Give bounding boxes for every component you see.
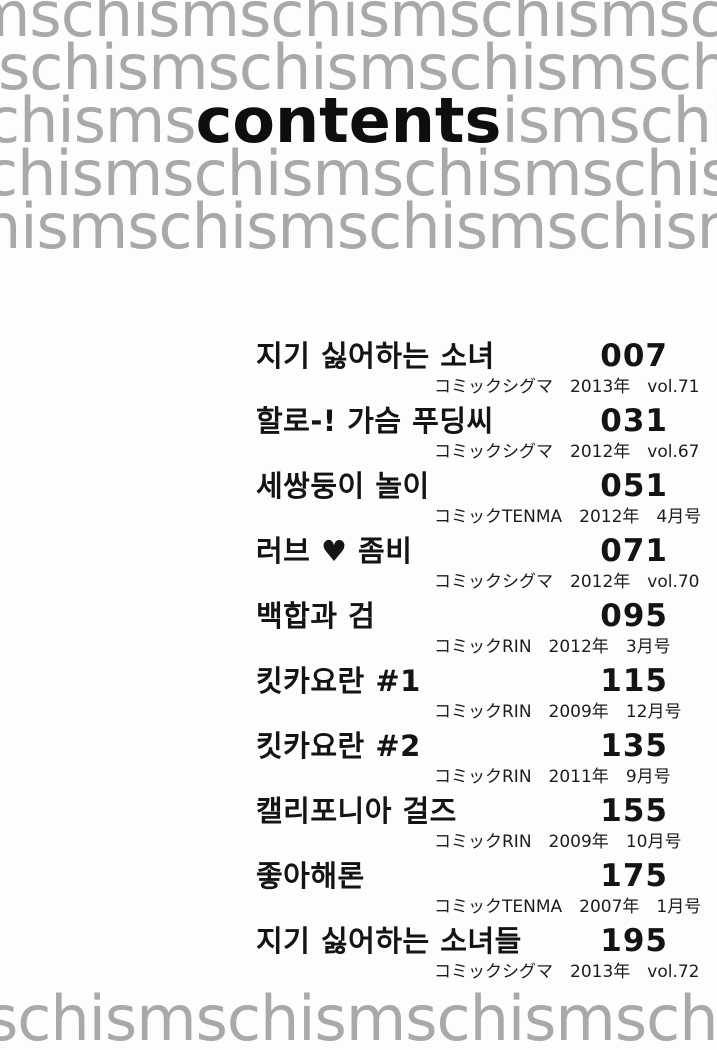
entry-page-number: 195: [600, 923, 668, 959]
entry-page-number: 135: [600, 728, 668, 764]
entry-source-issue: vol.72: [647, 962, 700, 982]
entry-source-issue: vol.70: [647, 572, 700, 592]
entry-source-issue: vol.67: [647, 442, 700, 462]
background-word-row: chismschismschismschismschism: [0, 137, 717, 210]
toc-entry: 좋아해론 175 コミックTENMA 2007年 1月号: [256, 856, 701, 921]
entry-title: 킷카요란 #2: [256, 729, 421, 763]
toc-entry: 세쌍둥이 놀이 051 コミックTENMA 2012年 4月号: [256, 466, 701, 531]
entry-title: 할로-! 가슴 푸딩씨: [256, 404, 494, 438]
toc-entry: 캘리포니아 걸즈 155 コミックRIN 2009年 10月号: [256, 791, 681, 856]
entry-source-issue: 12月号: [625, 702, 682, 722]
toc-entry: 킷카요란 #2 135 コミックRIN 2011年 9月号: [256, 726, 671, 791]
entry-source-year: 2012年: [570, 572, 631, 592]
background-word-row: schismschismschismschismschism: [0, 986, 717, 1050]
entry-source: コミックRIN 2012年 3月号: [256, 636, 671, 661]
entry-source-magazine: コミックTENMA: [434, 507, 563, 527]
table-of-contents: 지기 싫어하는 소녀 007 コミックシグマ 2013年 vol.71 할로-!…: [256, 336, 701, 986]
entry-source-year: 2013年: [570, 962, 631, 982]
entry-page-number: 007: [600, 338, 668, 374]
entry-page-number: 115: [600, 663, 668, 699]
entry-source-year: 2013年: [570, 377, 631, 397]
toc-entry: 지기 싫어하는 소녀 007 コミックシグマ 2013年 vol.71: [256, 336, 700, 401]
background-word-row: hismschismschismschismschism: [0, 190, 717, 263]
entry-source-year: 2009年: [548, 702, 609, 722]
entry-source: コミックTENMA 2012年 4月号: [256, 506, 701, 531]
entry-title: 캘리포니아 걸즈: [256, 794, 457, 828]
entry-source-issue: 3月号: [625, 637, 671, 657]
background-word-row-with-title: chismscontentsismschismschismschism: [0, 90, 717, 152]
entry-source-year: 2007年: [579, 897, 640, 917]
entry-source-magazine: コミックRIN: [434, 832, 532, 852]
background-word-suffix: ismschismschismschism: [501, 84, 717, 157]
entry-title: 러브 ♥ 좀비: [256, 534, 413, 568]
entry-source-magazine: コミックRIN: [434, 767, 532, 787]
entry-title: 지기 싫어하는 소녀: [256, 339, 495, 373]
entry-source-magazine: コミックシグマ: [434, 572, 553, 592]
background-pattern-footer: schismschismschismschismschism: [0, 986, 717, 1050]
entry-page-number: 031: [600, 403, 668, 439]
entry-source: コミックTENMA 2007年 1月号: [256, 896, 701, 921]
entry-source: コミックシグマ 2013年 vol.71: [256, 376, 700, 401]
entry-source-issue: 1月号: [656, 897, 702, 917]
page-title: contents: [195, 84, 502, 157]
entry-source-issue: 9月号: [625, 767, 671, 787]
entry-source-issue: 4月号: [656, 507, 702, 527]
entry-source-magazine: コミックRIN: [434, 637, 532, 657]
toc-entry: 킷카요란 #1 115 コミックRIN 2009年 12月号: [256, 661, 681, 726]
entry-source-year: 2009年: [548, 832, 609, 852]
entry-source-magazine: コミックシグマ: [434, 377, 553, 397]
entry-source: コミックRIN 2011年 9月号: [256, 766, 671, 791]
entry-page-number: 095: [600, 598, 668, 634]
entry-source-magazine: コミックシグマ: [434, 442, 553, 462]
entry-source-issue: 10月号: [625, 832, 682, 852]
background-word-row: schismschismschismschismschism: [0, 31, 717, 104]
entry-source-year: 2012年: [579, 507, 640, 527]
entry-title: 백합과 검: [256, 599, 376, 633]
toc-entry: 할로-! 가슴 푸딩씨 031 コミックシグマ 2012年 vol.67: [256, 401, 700, 466]
entry-source: コミックRIN 2009年 10月号: [256, 831, 681, 856]
entry-source-year: 2012年: [570, 442, 631, 462]
entry-source-magazine: コミックシグマ: [434, 962, 553, 982]
entry-source: コミックシグマ 2012年 vol.70: [256, 571, 700, 596]
entry-source-year: 2011年: [548, 767, 609, 787]
entry-source-year: 2012年: [548, 637, 609, 657]
entry-source-issue: vol.71: [647, 377, 700, 397]
background-word-row: mschismschismschismschismschism: [0, 0, 717, 51]
entry-page-number: 071: [600, 533, 668, 569]
toc-entry: 러브 ♥ 좀비 071 コミックシグマ 2012年 vol.70: [256, 531, 700, 596]
entry-source: コミックシグマ 2012年 vol.67: [256, 441, 700, 466]
entry-page-number: 175: [600, 858, 668, 894]
entry-source-magazine: コミックTENMA: [434, 897, 563, 917]
entry-source: コミックRIN 2009年 12月号: [256, 701, 681, 726]
entry-page-number: 051: [600, 468, 668, 504]
entry-source: コミックシグマ 2013年 vol.72: [256, 961, 700, 986]
background-word-prefix: chisms: [0, 84, 197, 157]
entry-title: 킷카요란 #1: [256, 664, 421, 698]
background-pattern-header: mschismschismschismschismschism schismsc…: [0, 0, 717, 264]
toc-entry: 백합과 검 095 コミックRIN 2012年 3月号: [256, 596, 671, 661]
entry-title: 좋아해론: [256, 859, 365, 893]
entry-title: 지기 싫어하는 소녀들: [256, 924, 522, 958]
entry-page-number: 155: [600, 793, 668, 829]
toc-entry: 지기 싫어하는 소녀들 195 コミックシグマ 2013年 vol.72: [256, 921, 700, 986]
entry-title: 세쌍둥이 놀이: [256, 469, 430, 503]
entry-source-magazine: コミックRIN: [434, 702, 532, 722]
